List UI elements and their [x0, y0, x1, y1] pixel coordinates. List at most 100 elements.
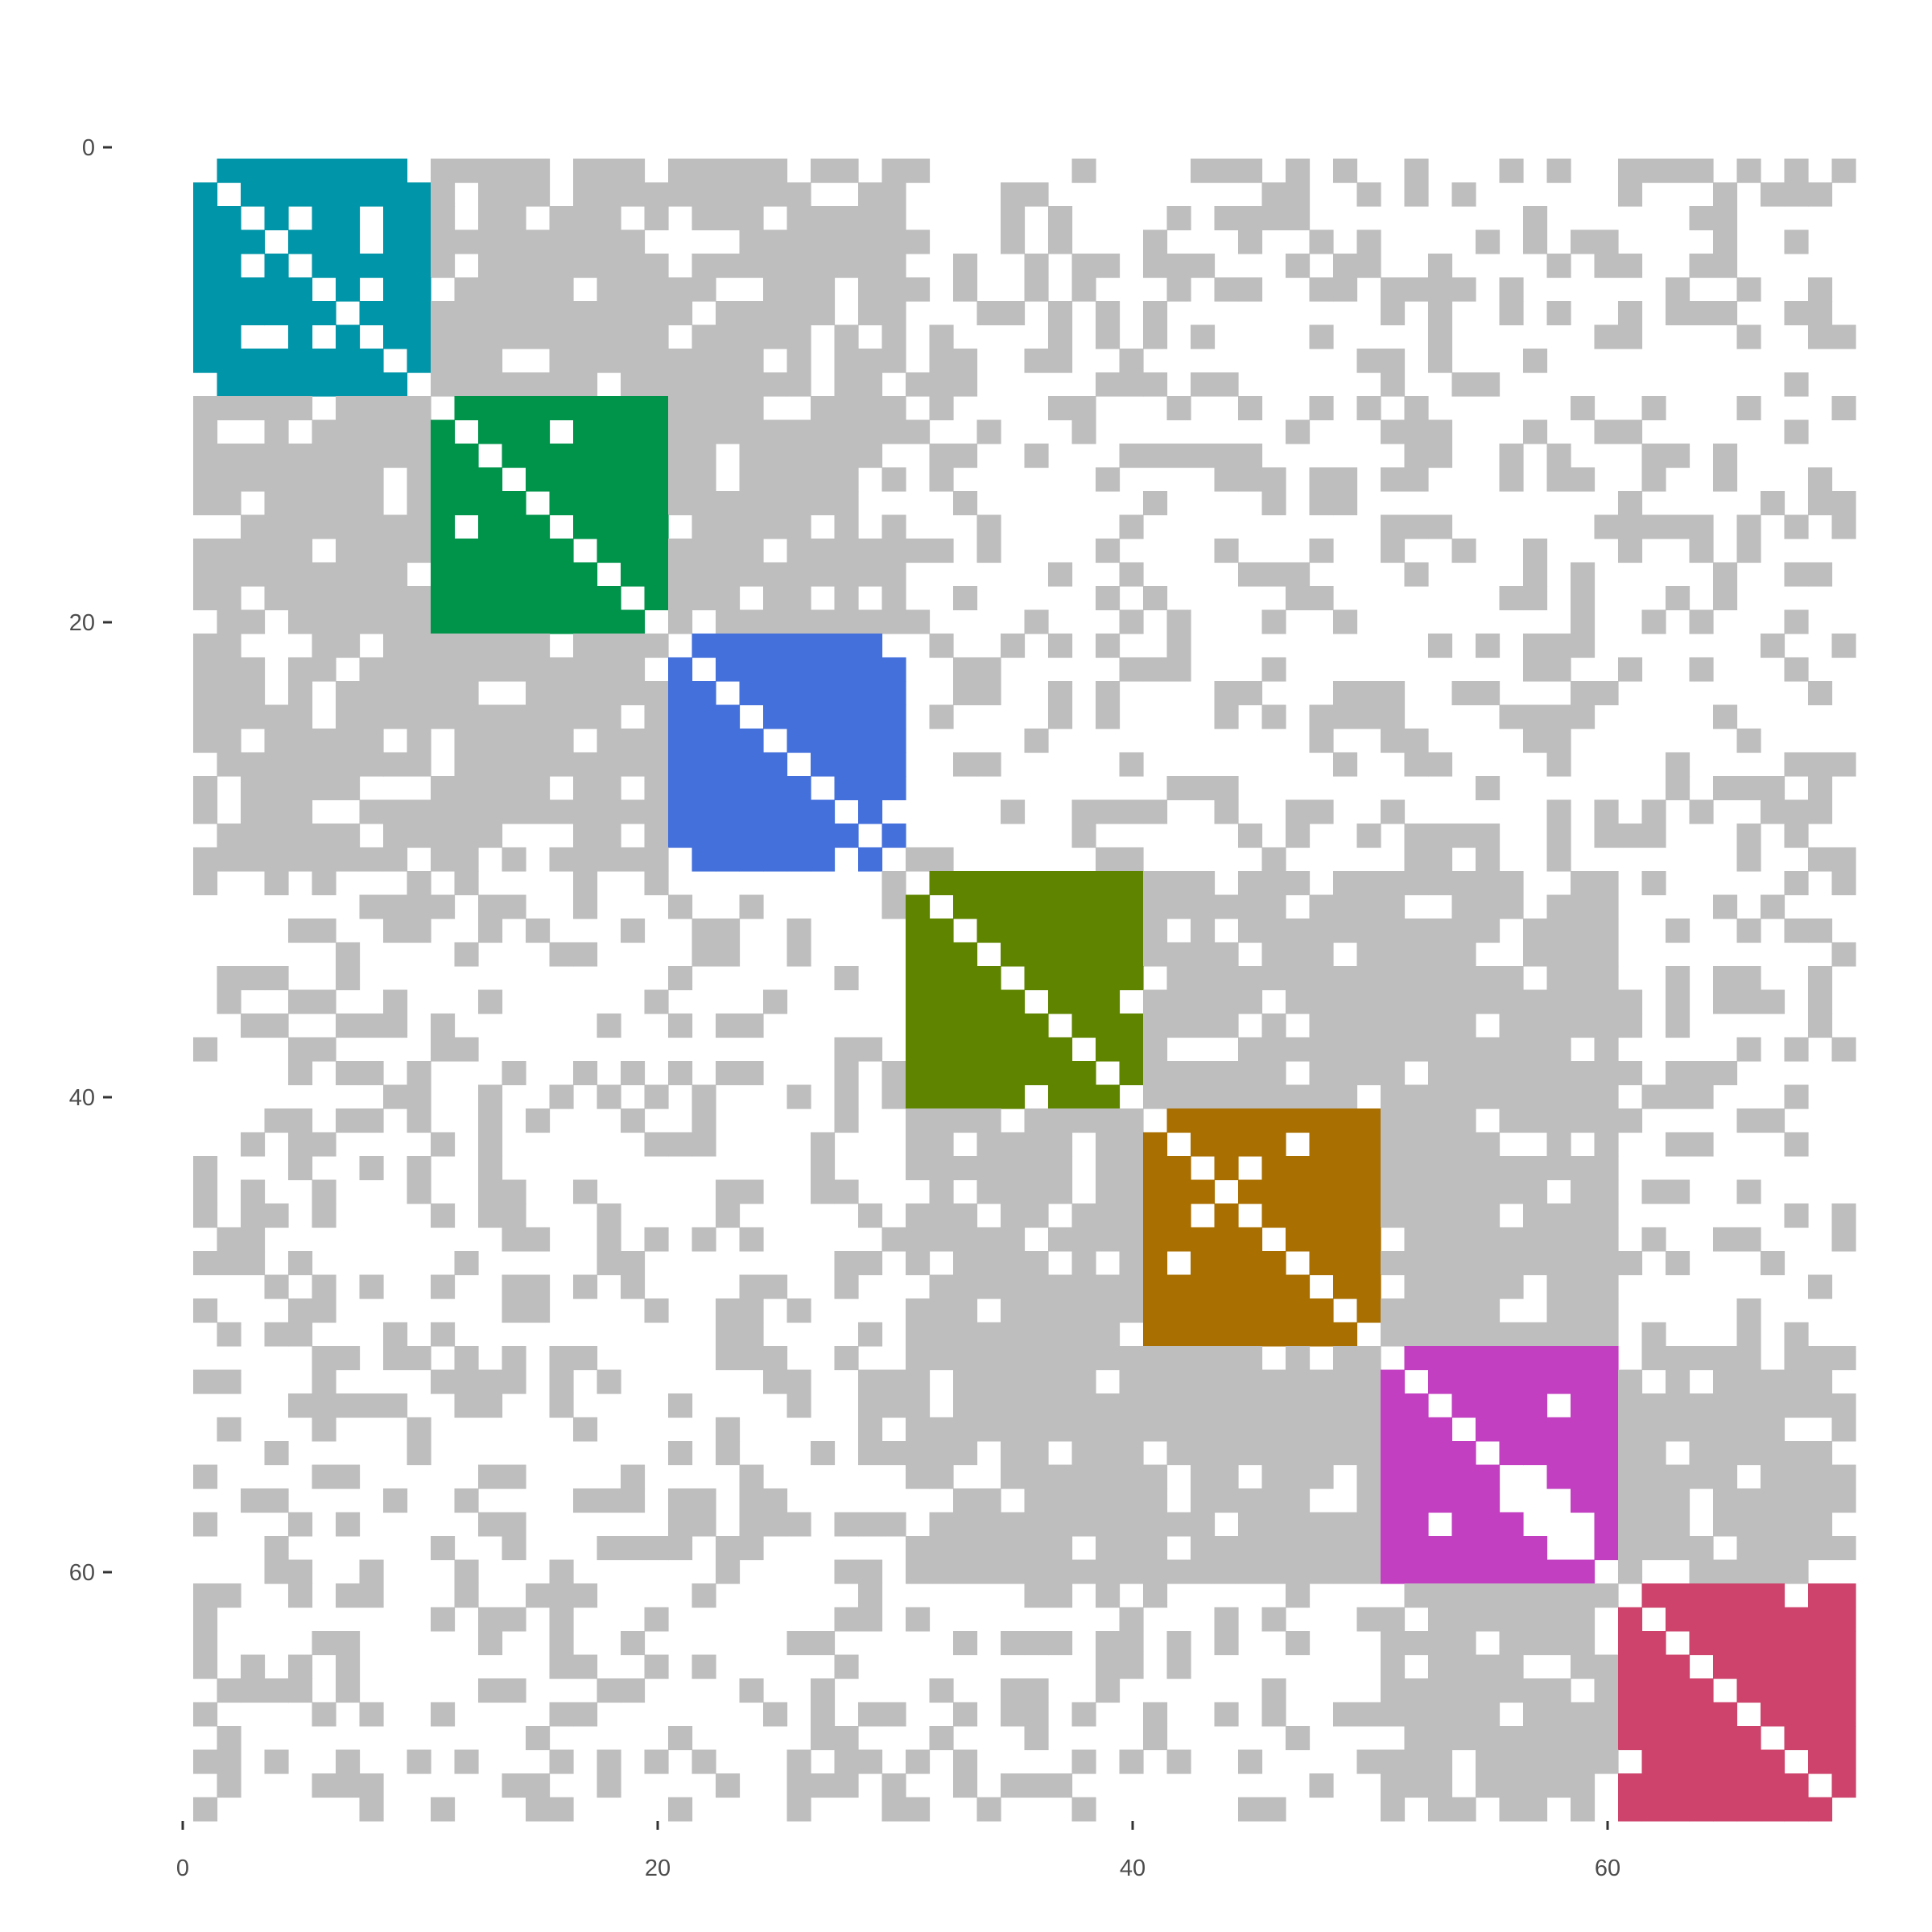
matrix-cell-57-36: [1048, 1512, 1073, 1537]
matrix-cell-49-3: [264, 1322, 289, 1347]
matrix-cell-54-51: [1404, 1441, 1429, 1466]
matrix-cell-39-12: [478, 1084, 503, 1109]
matrix-cell-39-34: [1001, 1084, 1026, 1109]
matrix-cell-1-21: [691, 182, 716, 207]
matrix-cell-65-49: [1356, 1702, 1381, 1727]
matrix-cell-56-61: [1641, 1488, 1666, 1513]
matrix-cell-14-25: [786, 491, 811, 516]
matrix-cell-14-27: [834, 491, 859, 516]
matrix-cell-25-6: [336, 752, 361, 777]
matrix-cell-28-67: [1784, 824, 1809, 848]
matrix-cell-32-5: [312, 919, 336, 943]
matrix-cell-25-52: [1428, 752, 1453, 777]
matrix-cell-11-52: [1428, 419, 1453, 444]
matrix-cell-29-16: [573, 847, 598, 872]
matrix-cell-19-9: [407, 609, 431, 634]
matrix-cell-4-6: [336, 254, 361, 279]
matrix-cell-14-16: [573, 491, 598, 516]
matrix-cell-4-52: [1428, 254, 1453, 279]
matrix-cell-41-51: [1404, 1132, 1429, 1157]
matrix-cell-45-53: [1451, 1227, 1476, 1252]
matrix-cell-47-31: [929, 1274, 954, 1299]
matrix-cell-6-5: [312, 301, 336, 326]
matrix-cell-37-44: [1238, 1037, 1263, 1062]
matrix-cell-35-43: [1214, 989, 1239, 1014]
matrix-cell-52-39: [1119, 1393, 1144, 1418]
matrix-cell-39-37: [1071, 1084, 1096, 1109]
matrix-cell-59-67: [1784, 1559, 1809, 1584]
matrix-cell-23-31: [929, 704, 954, 729]
matrix-cell-65-58: [1571, 1702, 1596, 1727]
matrix-cell-11-51: [1404, 419, 1429, 444]
matrix-cell-20-19: [644, 634, 669, 658]
matrix-cell-55-13: [502, 1464, 526, 1489]
matrix-cell-15-59: [1594, 514, 1619, 539]
matrix-cell-0-16: [573, 159, 598, 184]
matrix-cell-20-58: [1571, 634, 1596, 658]
matrix-cell-57-21: [691, 1512, 716, 1537]
matrix-cell-14-22: [716, 491, 741, 516]
matrix-cell-23-16: [573, 704, 598, 729]
matrix-cell-25-48: [1333, 752, 1358, 777]
matrix-cell-23-4: [288, 704, 313, 729]
matrix-cell-43-61: [1641, 1179, 1666, 1204]
matrix-cell-39-47: [1309, 1084, 1334, 1109]
matrix-cell-19-11: [454, 609, 479, 634]
matrix-cell-29-28: [858, 847, 883, 872]
matrix-cell-56-66: [1761, 1488, 1785, 1513]
matrix-cell-21-40: [1143, 657, 1168, 682]
matrix-cell-9-20: [668, 372, 693, 397]
matrix-cell-50-64: [1713, 1346, 1738, 1371]
matrix-cell-12-24: [763, 444, 788, 469]
matrix-cell-26-68: [1808, 776, 1833, 801]
matrix-cell-45-30: [906, 1227, 931, 1252]
matrix-cell-25-29: [881, 752, 906, 777]
matrix-cell-32-45: [1261, 919, 1286, 943]
matrix-cell-24-11: [454, 729, 479, 753]
matrix-cell-38-22: [716, 1061, 741, 1086]
matrix-cell-67-19: [644, 1749, 669, 1774]
matrix-cell-56-36: [1048, 1488, 1073, 1513]
matrix-cell-3-59: [1594, 229, 1619, 254]
matrix-cell-5-24: [763, 277, 788, 302]
matrix-cell-40-21: [691, 1108, 716, 1133]
matrix-cell-52-25: [786, 1393, 811, 1418]
matrix-cell-64-17: [597, 1678, 621, 1703]
matrix-cell-51-54: [1476, 1369, 1501, 1394]
matrix-cell-31-37: [1071, 894, 1096, 919]
matrix-cell-49-57: [1546, 1322, 1571, 1347]
matrix-cell-12-41: [1166, 444, 1191, 469]
matrix-cell-15-19: [644, 514, 669, 539]
matrix-cell-21-2: [241, 657, 266, 682]
matrix-cell-27-66: [1761, 799, 1785, 824]
matrix-cell-61-52: [1428, 1607, 1453, 1632]
matrix-cell-67-62: [1666, 1749, 1690, 1774]
matrix-cell-27-18: [621, 799, 646, 824]
matrix-cell-47-55: [1499, 1274, 1524, 1299]
matrix-cell-18-29: [881, 586, 906, 611]
matrix-cell-20-69: [1831, 634, 1856, 658]
matrix-cell-63-65: [1736, 1654, 1761, 1679]
matrix-cell-53-32: [953, 1417, 978, 1442]
matrix-cell-0-26: [811, 159, 836, 184]
matrix-cell-9-32: [953, 372, 978, 397]
matrix-cell-42-38: [1096, 1156, 1121, 1181]
matrix-cell-24-7: [359, 729, 384, 753]
matrix-cell-35-58: [1571, 989, 1596, 1014]
matrix-cell-40-12: [478, 1108, 503, 1133]
matrix-cell-60-62: [1666, 1583, 1690, 1608]
matrix-cell-21-5: [312, 657, 336, 682]
matrix-cell-67-68: [1808, 1749, 1833, 1774]
matrix-cell-67-15: [549, 1749, 574, 1774]
matrix-cell-37-38: [1096, 1037, 1121, 1062]
matrix-cell-49-22: [716, 1322, 741, 1347]
matrix-cell-29-17: [597, 847, 621, 872]
matrix-cell-17-45: [1261, 562, 1286, 587]
matrix-cell-23-0: [193, 704, 218, 729]
matrix-cell-49-46: [1286, 1322, 1311, 1347]
matrix-cell-27-57: [1546, 799, 1571, 824]
matrix-cell-49-41: [1166, 1322, 1191, 1347]
matrix-cell-13-51: [1404, 467, 1429, 492]
matrix-cell-23-6: [336, 704, 361, 729]
matrix-cell-36-55: [1499, 1013, 1524, 1038]
